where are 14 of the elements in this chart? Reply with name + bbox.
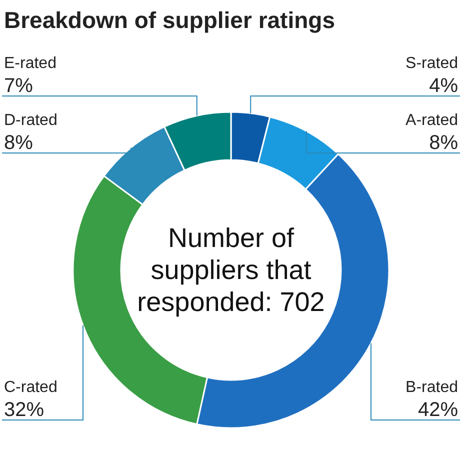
data-label: 8% bbox=[429, 132, 458, 154]
data-label: 4% bbox=[429, 75, 458, 97]
slice-label: E-rated bbox=[4, 55, 56, 72]
text: Number of suppliers that responded: 702 bbox=[137, 223, 325, 317]
data-label: 42% bbox=[418, 399, 458, 421]
slice-label: A-rated bbox=[406, 112, 458, 129]
slice-label: B-rated bbox=[406, 379, 458, 396]
data-label: 8% bbox=[4, 132, 34, 154]
slice-label: D-rated bbox=[4, 112, 58, 129]
data-label: 7% bbox=[4, 75, 34, 97]
data-label: 32% bbox=[4, 399, 44, 421]
slice-label: S-rated bbox=[406, 55, 458, 72]
slice-label: C-rated bbox=[4, 379, 58, 396]
chart-title: Breakdown of supplier ratings bbox=[4, 7, 335, 33]
